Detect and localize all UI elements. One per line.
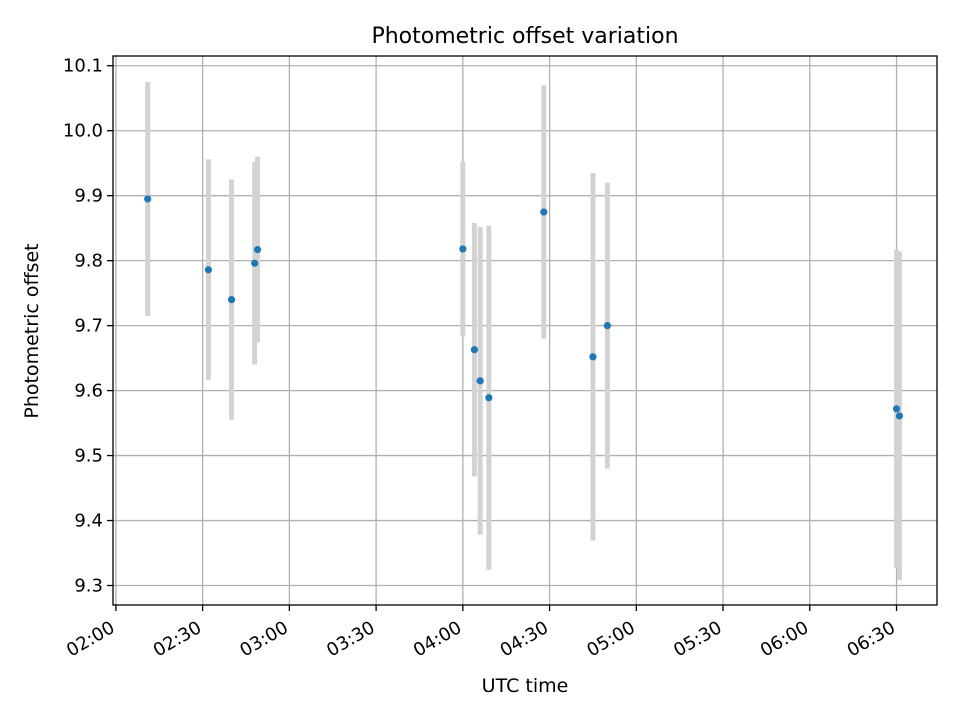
data-point (540, 208, 548, 216)
data-point (892, 405, 901, 413)
data-point (603, 322, 612, 330)
y-tick-label: 10.0 (63, 121, 103, 142)
y-tick-label: 9.4 (74, 511, 103, 532)
y-tick-label: 10.1 (63, 56, 103, 77)
y-tick-label: 9.7 (74, 316, 103, 337)
data-point (895, 412, 904, 420)
y-tick-label: 9.8 (74, 251, 103, 272)
y-axis: 9.3 9.4 9.5 9.6 9.7 9.8 9.9 10.0 10.1 (63, 56, 113, 597)
data-point (485, 394, 493, 402)
y-tick-label: 9.6 (74, 381, 103, 402)
data-point (476, 377, 484, 385)
data-point (253, 246, 262, 254)
x-axis-label: UTC time (482, 675, 569, 697)
data-points (144, 195, 904, 420)
plot-frame (112, 55, 938, 606)
data-point (144, 195, 152, 203)
data-point (251, 259, 259, 267)
y-tick-label: 9.9 (74, 186, 103, 207)
data-point (227, 296, 236, 304)
y-tick-label: 9.5 (74, 446, 103, 467)
data-point (470, 346, 479, 354)
data-point (459, 245, 467, 253)
chart-title: Photometric offset variation (371, 24, 678, 49)
data-point (204, 266, 213, 274)
y-tick-label: 9.3 (74, 576, 103, 597)
data-point (589, 353, 597, 361)
y-axis-label: Photometric offset (21, 243, 43, 418)
